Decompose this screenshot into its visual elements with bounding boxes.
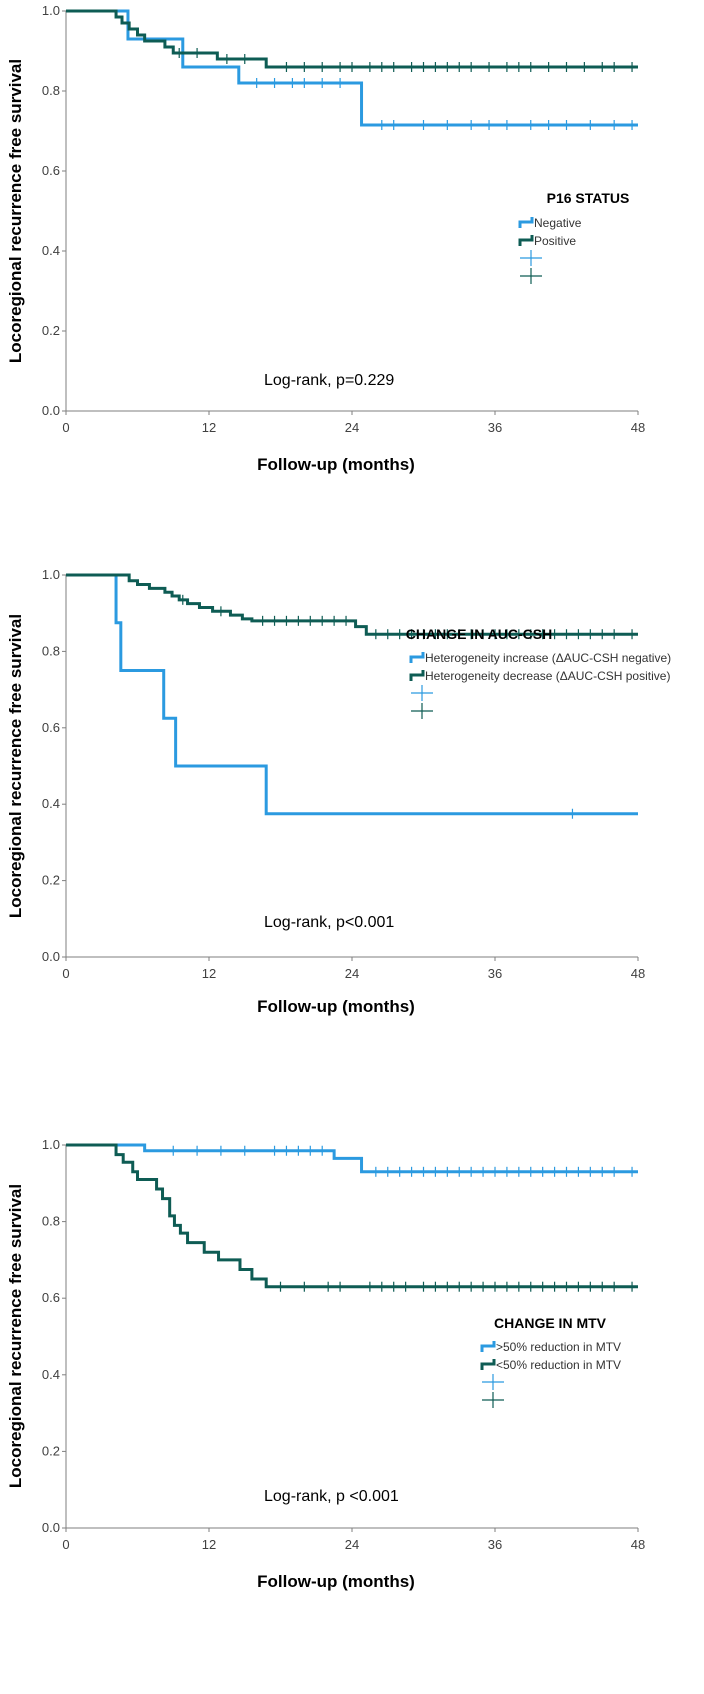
x-tick-label: 12	[202, 966, 216, 981]
legend-label-1: Negative	[534, 216, 582, 230]
y-tick-label: 1.0	[42, 1137, 60, 1152]
legend-swatch-1	[480, 1341, 496, 1352]
legend-title: CHANGE IN AUC-CSH	[406, 626, 552, 642]
y-tick-label: 0.4	[42, 243, 60, 258]
km-plot-auc-csh: 0.0 0.2 0.4 0.6 0.8 1.0 0 12 24 36 48 Follow-up (mo…	[6, 567, 671, 1016]
y-tick-label: 0.8	[42, 643, 60, 658]
legend-label-2: Positive	[534, 234, 576, 248]
y-tick-label: 0.4	[42, 1367, 60, 1382]
y-tick-label: 0.0	[42, 403, 60, 418]
y-tick-label: 0.6	[42, 163, 60, 178]
survival-curve-2	[66, 573, 638, 636]
x-axis-title: Follow-up (months)	[257, 997, 415, 1016]
x-tick-label: 36	[488, 1537, 502, 1552]
x-tick-label: 0	[62, 966, 69, 981]
km-chart-p16-status: 0.0 0.2 0.4 0.6 0.8 1.0 0 12 24 36 48 Follow-up (mo…	[0, 0, 704, 563]
survival-curve-1	[66, 1143, 638, 1174]
y-axis-title: Locoregional recurrence free survival	[6, 1184, 25, 1488]
legend-swatch-1	[518, 217, 534, 228]
x-tick-label: 24	[345, 420, 359, 435]
km-chart-mtv: 0.0 0.2 0.4 0.6 0.8 1.0 0 12 24 36 48 Follow-up (mo…	[0, 1126, 704, 1689]
legend-swatch-1	[409, 652, 425, 663]
legend-label-1: Heterogeneity increase (ΔAUC-CSH negativ…	[425, 651, 671, 665]
x-tick-label: 12	[202, 420, 216, 435]
y-tick-label: 0.6	[42, 1290, 60, 1305]
log-rank-annotation: Log-rank, p<0.001	[264, 914, 394, 931]
y-tick-label: 0.4	[42, 796, 60, 811]
y-tick-label: 0.0	[42, 949, 60, 964]
legend-title: CHANGE IN MTV	[494, 1315, 607, 1331]
legend-swatch-2	[518, 235, 534, 246]
y-tick-label: 1.0	[42, 567, 60, 582]
survival-curve-2	[66, 9, 638, 69]
km-plot-p16: 0.0 0.2 0.4 0.6 0.8 1.0 0 12 24 36 48 Follow-up (mo…	[6, 3, 645, 474]
y-tick-label: 0.2	[42, 873, 60, 888]
y-axis-title: Locoregional recurrence free survival	[6, 59, 25, 363]
legend-title: P16 STATUS	[547, 190, 630, 206]
survival-curve-2	[66, 1143, 638, 1289]
y-tick-label: 1.0	[42, 3, 60, 18]
y-axis-title: Locoregional recurrence free survival	[6, 614, 25, 918]
y-tick-label: 0.6	[42, 720, 60, 735]
x-tick-label: 24	[345, 966, 359, 981]
x-tick-label: 48	[631, 420, 645, 435]
y-tick-label: 0.2	[42, 1443, 60, 1458]
legend-label-2: Heterogeneity decrease (ΔAUC-CSH positiv…	[425, 669, 670, 683]
x-tick-label: 24	[345, 1537, 359, 1552]
x-tick-label: 0	[62, 420, 69, 435]
km-plot-mtv: 0.0 0.2 0.4 0.6 0.8 1.0 0 12 24 36 48 Follow-up (mo…	[6, 1137, 645, 1591]
y-tick-label: 0.2	[42, 323, 60, 338]
x-tick-label: 48	[631, 966, 645, 981]
x-axis-title: Follow-up (months)	[257, 455, 415, 474]
x-tick-label: 36	[488, 966, 502, 981]
y-tick-label: 0.0	[42, 1520, 60, 1535]
legend-swatch-2	[409, 670, 425, 681]
y-tick-label: 0.8	[42, 83, 60, 98]
x-tick-label: 0	[62, 1537, 69, 1552]
x-tick-label: 48	[631, 1537, 645, 1552]
x-axis-title: Follow-up (months)	[257, 1572, 415, 1591]
log-rank-annotation: Log-rank, p <0.001	[264, 1488, 399, 1505]
x-tick-label: 12	[202, 1537, 216, 1552]
legend-label-1: >50% reduction in MTV	[496, 1340, 621, 1354]
km-chart-auc-csh: 0.0 0.2 0.4 0.6 0.8 1.0 0 12 24 36 48 Follow-up (mo…	[0, 563, 704, 1126]
x-tick-label: 36	[488, 420, 502, 435]
legend-label-2: <50% reduction in MTV	[496, 1358, 621, 1372]
legend-swatch-2	[480, 1359, 496, 1370]
y-tick-label: 0.8	[42, 1214, 60, 1229]
survival-curve-1	[66, 573, 638, 816]
log-rank-annotation: Log-rank, p=0.229	[264, 372, 394, 389]
